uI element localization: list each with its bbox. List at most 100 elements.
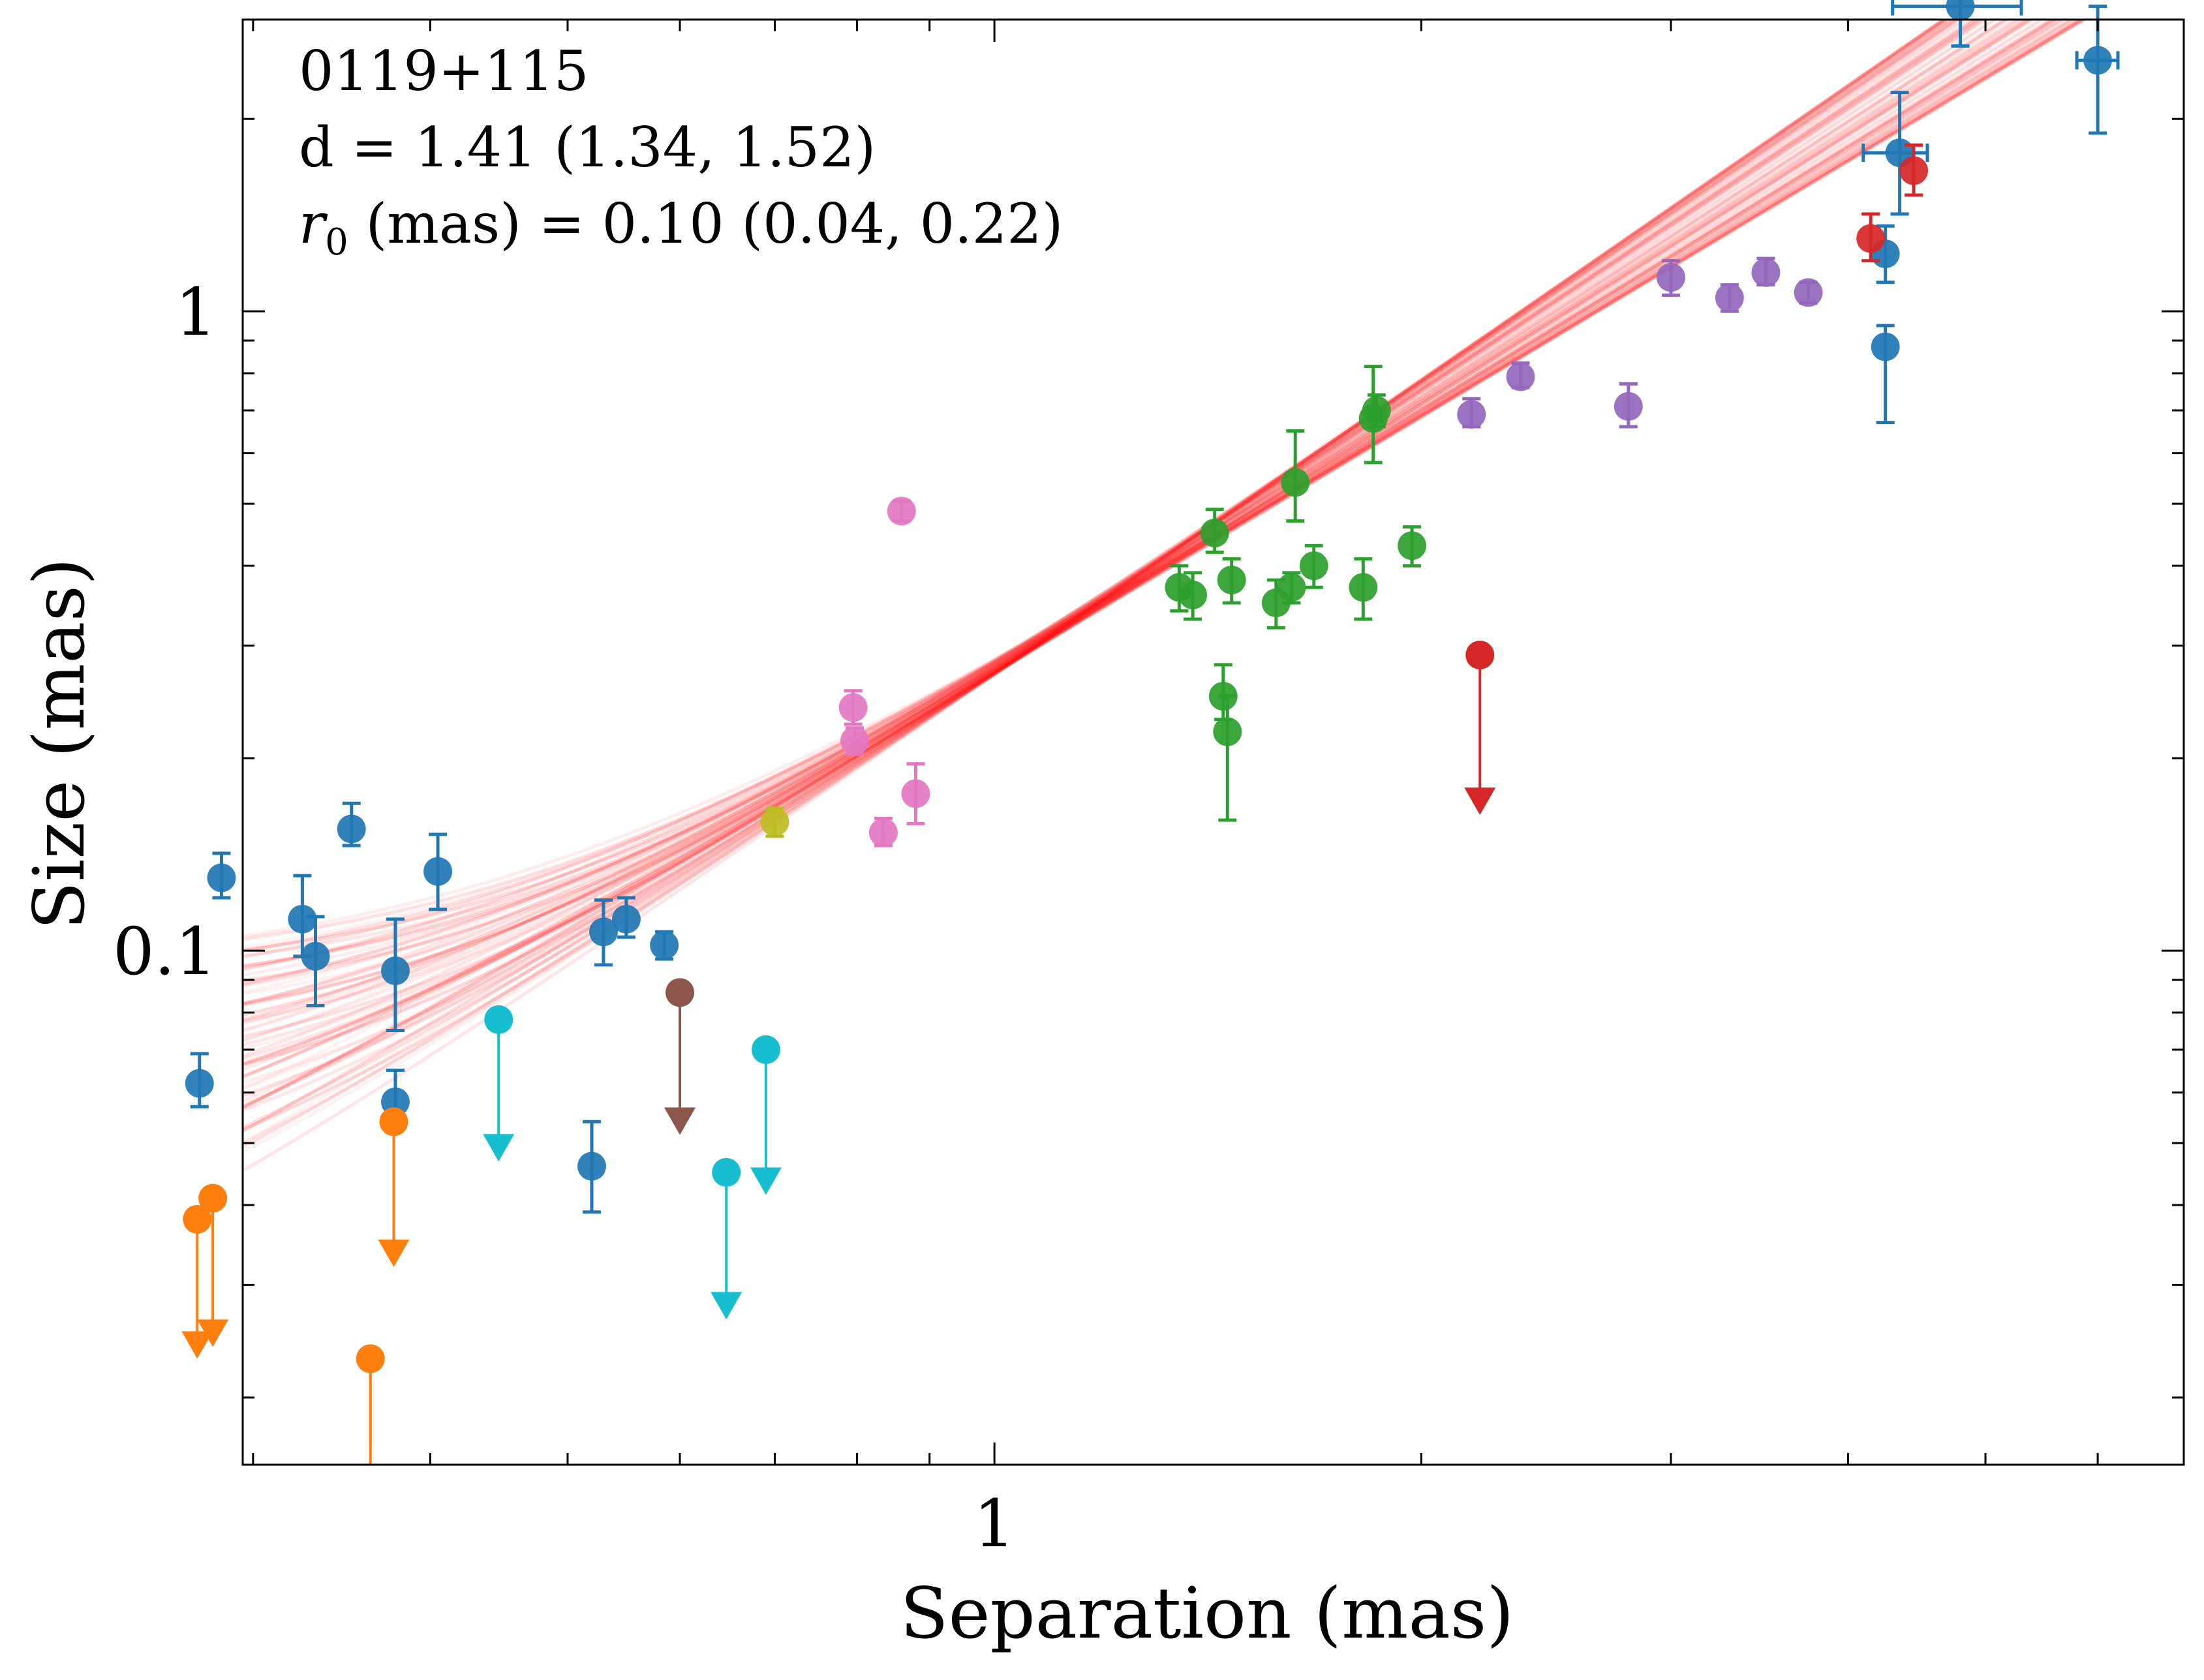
data-point <box>1656 263 1685 292</box>
upper-limit-point <box>183 1204 212 1234</box>
data-point <box>1751 258 1781 287</box>
data-point <box>1506 362 1535 391</box>
data-point <box>1281 468 1310 497</box>
data-point <box>1856 224 1886 253</box>
fit-sample-line <box>243 20 1947 1173</box>
fit-sample-line <box>243 20 2087 971</box>
data-point <box>1794 278 1823 307</box>
fit-sample-line <box>243 20 2075 1022</box>
fit-sample-line <box>243 20 2085 959</box>
data-point <box>1299 551 1328 581</box>
fit-sample-line <box>243 20 1955 1144</box>
axes <box>241 18 2185 1466</box>
data-point <box>611 904 641 934</box>
fit-sample-line <box>243 20 2063 949</box>
data-point <box>301 941 330 971</box>
fit-sample-line <box>243 20 2054 985</box>
fit-sample-line <box>243 20 1999 1026</box>
fit-sample-line <box>243 20 1946 1132</box>
fit-sample-line <box>243 20 2081 1058</box>
fit-samples <box>243 20 2089 1173</box>
fit-sample-line <box>243 20 2036 1005</box>
upper-limit-point <box>356 1344 385 1373</box>
data-point <box>1200 518 1229 547</box>
series-epoch-olive <box>760 806 789 838</box>
fit-sample-line <box>243 20 1961 1098</box>
fit-sample-line <box>243 20 1983 968</box>
fit-sample-line <box>243 20 1980 952</box>
fit-sample-line <box>243 20 1953 996</box>
upper-limit-arrow <box>711 1292 742 1320</box>
data-point <box>207 863 236 893</box>
y-tick-label: 0.1 <box>113 913 217 990</box>
series-epoch-purple <box>1457 256 1823 429</box>
data-point <box>337 814 366 844</box>
fit-sample-line <box>243 20 1979 1149</box>
fit-sample-line <box>243 20 2008 1017</box>
tick-labels: 10.11 <box>113 274 1015 1562</box>
data-point <box>650 930 679 960</box>
fit-sample-line <box>243 20 1950 1039</box>
upper-limit-point <box>666 978 695 1007</box>
series-epoch-cyan <box>483 1005 782 1320</box>
fit-sample-line <box>243 20 1985 1129</box>
fit-sample-line <box>243 20 1976 1090</box>
fit-sample-line <box>243 20 1954 1112</box>
data-point <box>1614 391 1643 421</box>
upper-limit-arrow <box>181 1331 213 1359</box>
annotation-core-size: r0 (mas) = 0.10 (0.04, 0.22) <box>299 192 1063 264</box>
fit-sample-line <box>243 20 2089 1006</box>
fit-sample-line <box>243 20 1959 1154</box>
fit-sample-line <box>243 20 1968 1047</box>
data-point <box>901 779 930 808</box>
data-point <box>589 917 618 947</box>
fit-sample-line <box>243 20 2087 1079</box>
upper-limit-arrow <box>1464 787 1496 816</box>
plot-frame <box>241 18 2185 1466</box>
upper-limit-arrow <box>378 1239 410 1267</box>
data-point <box>1946 0 1975 21</box>
fit-sample-line <box>243 20 2018 977</box>
fit-sample-line <box>243 20 2020 1103</box>
data-point <box>838 693 868 722</box>
fit-sample-line <box>243 20 2056 1078</box>
annotation-r-subscript: 0 <box>325 221 348 264</box>
upper-limit-arrow <box>750 1167 782 1195</box>
data-point <box>288 904 317 934</box>
fit-sample-line <box>243 20 2031 1133</box>
fit-sample-line <box>243 20 2044 1025</box>
fit-sample-line <box>243 20 1988 1106</box>
series-epoch-red <box>1464 143 1929 816</box>
data-point <box>1899 156 1929 185</box>
data-point <box>1213 717 1242 746</box>
annotation-r-value: (mas) = 0.10 (0.04, 0.22) <box>348 192 1064 256</box>
data-point <box>1398 531 1427 560</box>
fit-sample-line <box>243 20 2083 938</box>
fit-sample-line <box>243 20 1948 1084</box>
y-tick-label: 1 <box>175 274 217 350</box>
fit-sample-line <box>243 20 2046 1042</box>
series-epoch-orange <box>181 1107 410 1465</box>
data-point <box>887 496 916 526</box>
x-tick-label: 1 <box>973 1486 1015 1562</box>
series-epoch-brown <box>664 978 696 1135</box>
data-point <box>380 956 410 985</box>
fit-sample-line <box>243 20 1946 983</box>
annotation-source-name: 0119+115 <box>299 39 589 103</box>
fit-sample-line <box>243 20 1967 1051</box>
upper-limit-point <box>751 1035 780 1064</box>
fit-sample-line <box>243 20 1948 1023</box>
series-epoch-pink <box>838 496 930 848</box>
fit-sample-line <box>243 20 1958 958</box>
fit-sample-line <box>243 20 1975 1007</box>
x-axis-label: Separation (mas) <box>900 1573 1514 1655</box>
upper-limit-point <box>712 1157 741 1187</box>
data-point <box>760 807 789 836</box>
upper-limit-arrow <box>197 1319 229 1347</box>
upper-limit-point <box>198 1184 228 1213</box>
data-point <box>1362 395 1391 425</box>
data-point <box>577 1152 606 1181</box>
data-point <box>1217 565 1246 594</box>
